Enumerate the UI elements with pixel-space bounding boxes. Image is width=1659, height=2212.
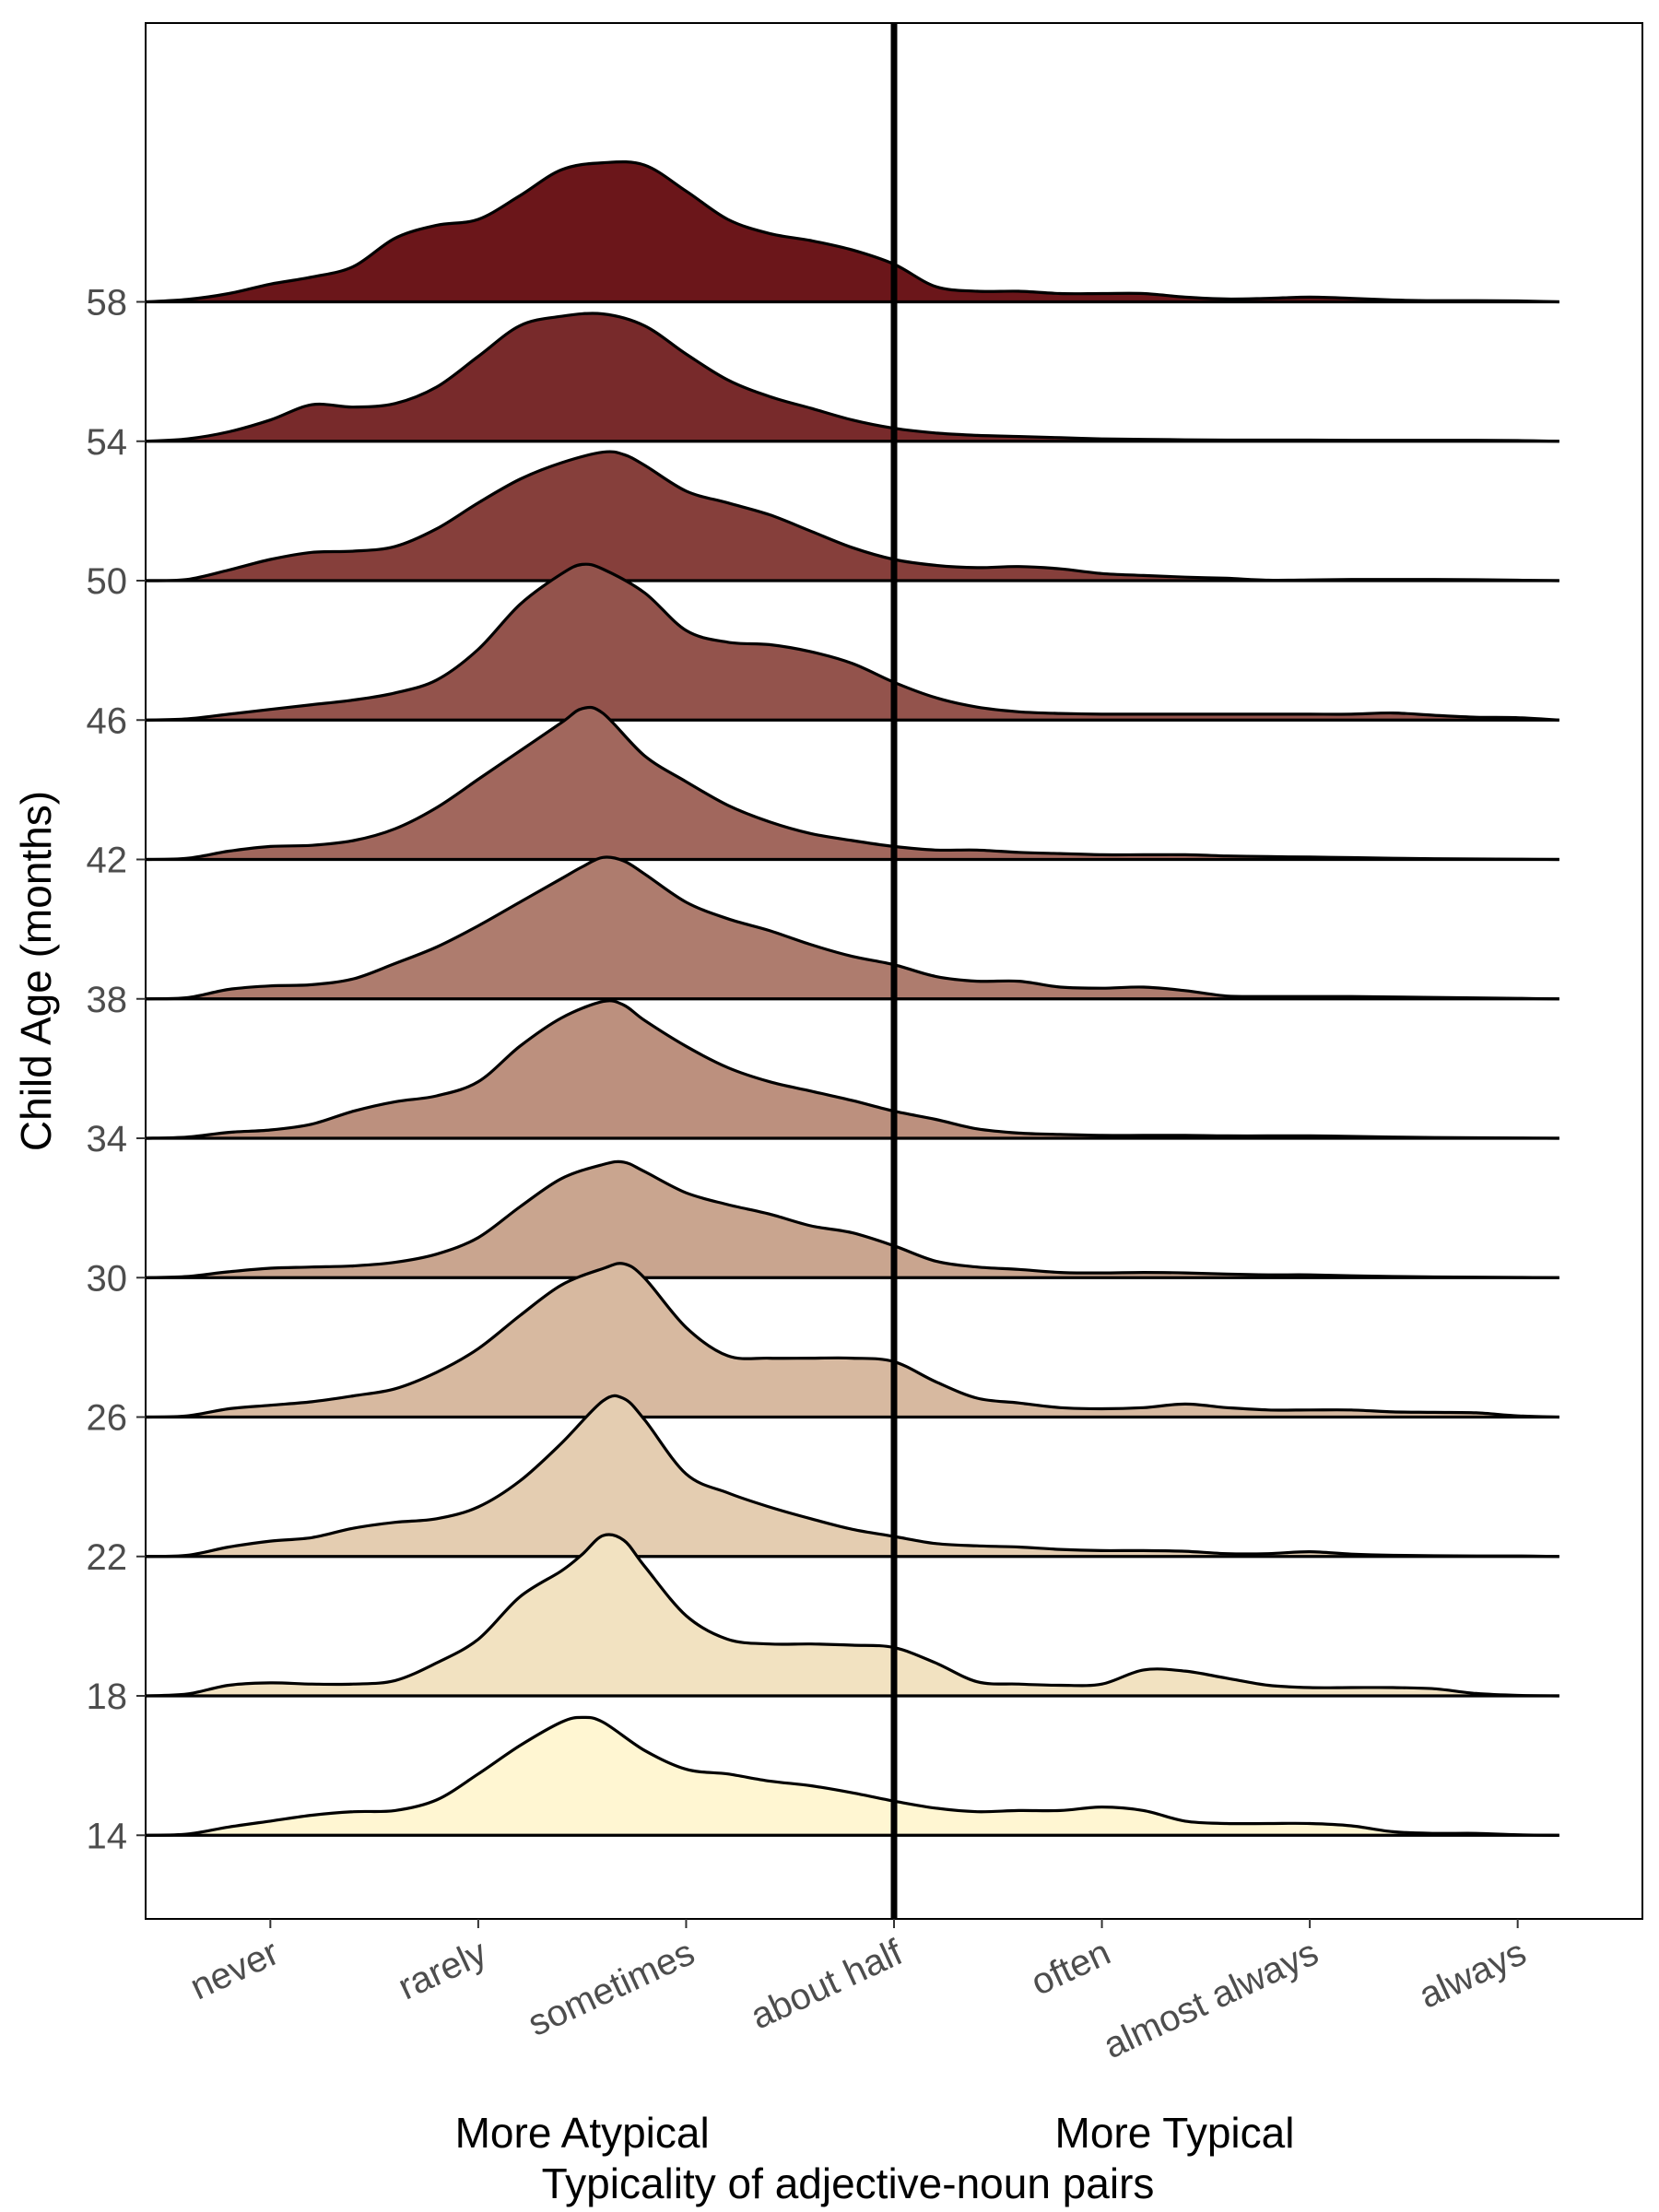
- x-axis-title: Typicality of adjective-noun pairs: [542, 2159, 1155, 2207]
- ridge-fill-58: [146, 161, 1559, 302]
- ridge-18: [145, 1533, 1559, 1698]
- ridge-outline-46: [145, 562, 1559, 722]
- y-tick-label: 50: [87, 561, 128, 602]
- y-tick-label: 18: [87, 1677, 128, 1717]
- ridge-54: [145, 312, 1559, 443]
- ridge-outline-34: [145, 999, 1559, 1140]
- ridge-50: [145, 450, 1559, 582]
- ridge-fill-46: [146, 564, 1559, 721]
- ridge-38: [145, 855, 1559, 1001]
- y-tick-label: 46: [87, 700, 128, 741]
- y-tick-label: 26: [87, 1398, 128, 1439]
- y-tick-label: 54: [87, 422, 128, 463]
- ridge-outline-58: [145, 160, 1559, 304]
- ridge-outline-14: [145, 1715, 1559, 1837]
- ridge-fill-42: [146, 707, 1559, 860]
- x-annotation: More Typical: [1055, 2109, 1295, 2157]
- ridge-fill-30: [146, 1161, 1559, 1278]
- x-tick-label: rarely: [392, 1932, 492, 2007]
- ridge-22: [145, 1394, 1559, 1559]
- ridge-outline-30: [145, 1159, 1559, 1279]
- ridge-30: [145, 1159, 1559, 1279]
- ridge-fill-54: [146, 312, 1559, 441]
- ridge-outline-42: [145, 705, 1559, 862]
- ridge-fill-18: [146, 1534, 1559, 1696]
- ridge-fill-26: [146, 1263, 1559, 1418]
- ridge-42: [145, 705, 1559, 862]
- x-annotation: More Atypical: [455, 2109, 710, 2157]
- x-tick-label: about half: [745, 1932, 910, 2038]
- ridge-fill-14: [146, 1717, 1559, 1836]
- y-tick-label: 34: [87, 1119, 128, 1159]
- ridge-outline-26: [145, 1262, 1559, 1419]
- y-tick-label: 30: [87, 1258, 128, 1299]
- x-tick-label: often: [1025, 1932, 1116, 2003]
- ridge-fill-50: [146, 452, 1559, 582]
- x-tick-label: never: [184, 1932, 285, 2007]
- x-axis-ticks: never rarely sometimes about half oftenalmos…: [184, 1919, 1532, 2066]
- x-annotations: More Atypical More Typical: [455, 2109, 1295, 2157]
- x-tick-label: sometimes: [522, 1932, 700, 2044]
- ridge-fill-38: [146, 856, 1559, 999]
- y-tick-label: 38: [87, 980, 128, 1020]
- ridge-outline-22: [145, 1394, 1559, 1559]
- ridge-26: [145, 1262, 1559, 1419]
- ridges-layer: [145, 160, 1559, 1837]
- y-tick-label: 42: [87, 841, 128, 881]
- ridge-14: [145, 1715, 1559, 1837]
- y-tick-label: 14: [87, 1816, 128, 1856]
- ridge-fill-34: [146, 1000, 1559, 1138]
- ridge-46: [145, 562, 1559, 722]
- y-tick-label: 22: [87, 1537, 128, 1578]
- x-tick-label: always: [1413, 1932, 1532, 2017]
- ridge-outline-38: [145, 855, 1559, 1001]
- ridge-fill-22: [146, 1395, 1559, 1557]
- y-axis-ticks: 14 18 22 26 30 34 38 42 46 50 54 58: [87, 283, 146, 1856]
- y-tick-label: 58: [87, 283, 128, 324]
- ridge-58: [145, 160, 1559, 304]
- x-tick-label: almost always: [1098, 1932, 1324, 2066]
- ridge-outline-18: [145, 1533, 1559, 1698]
- y-axis-title: Child Age (months): [12, 791, 60, 1151]
- ridge-34: [145, 999, 1559, 1140]
